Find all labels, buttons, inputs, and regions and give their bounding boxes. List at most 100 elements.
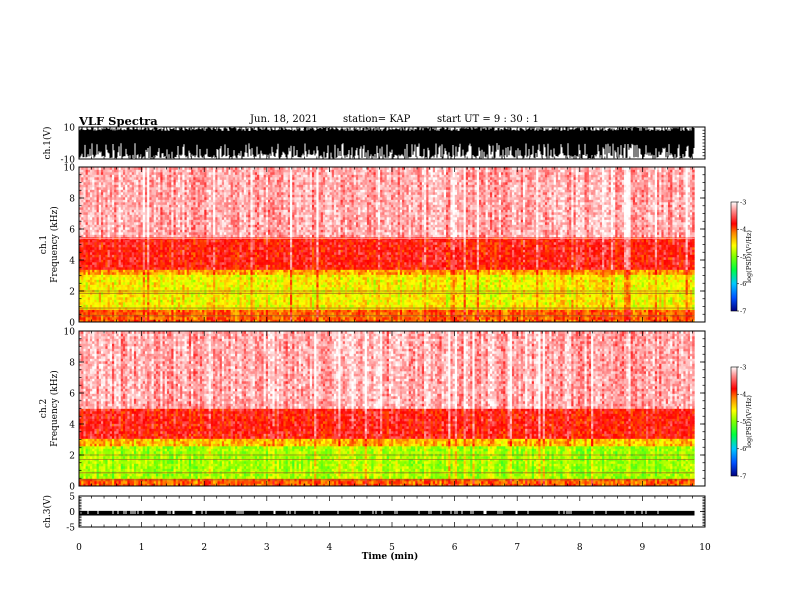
spectrogram-cell: [316, 310, 319, 313]
spectrogram-cell: [224, 317, 227, 320]
spectrogram-cell: [428, 317, 431, 320]
spectrogram-cell: [206, 310, 209, 313]
spectrogram-cell: [341, 312, 344, 315]
spectrogram-cell: [382, 310, 385, 313]
spectrogram-cell: [558, 310, 561, 313]
spectrogram-cell: [325, 310, 328, 313]
spectrogram-cell: [508, 310, 511, 313]
spectrogram-cell: [426, 312, 429, 315]
spectrogram-cell: [692, 312, 695, 315]
spectrogram-cell: [448, 312, 451, 315]
spectrogram-cell: [573, 317, 576, 320]
spectrogram-cell: [189, 310, 192, 313]
spectrogram-cell: [174, 317, 177, 320]
spectrogram-cell: [270, 312, 273, 315]
spectrogram-cell: [486, 312, 489, 315]
spectrogram-cell: [92, 317, 95, 320]
spectrogram-cell: [519, 312, 522, 315]
spectrogram-cell: [110, 312, 113, 315]
spectrogram-cell: [587, 310, 590, 313]
spectrogram-cell: [347, 310, 350, 313]
spectrogram-cell: [470, 310, 473, 313]
spectrogram-cell: [222, 312, 225, 315]
spectrogram-cell: [191, 310, 194, 313]
spectrogram-cell: [450, 312, 453, 315]
spectrogram-cell: [347, 317, 350, 320]
spectrogram-cell: [266, 310, 269, 313]
spectrogram-cell: [180, 312, 183, 315]
spectrogram-cell: [184, 317, 187, 320]
spectrogram-cell: [446, 312, 449, 315]
spectrogram-cell: [86, 317, 89, 320]
spectrogram-cell: [543, 317, 546, 320]
spectrogram-cell: [149, 317, 152, 320]
spectrogram-cell: [220, 310, 223, 313]
spectrogram-cell: [626, 317, 629, 320]
spectrogram-cell: [428, 312, 431, 315]
spectrogram-cell: [211, 312, 214, 315]
spectrogram-cell: [217, 317, 220, 320]
spectrogram-cell: [248, 317, 251, 320]
spectrogram-cell: [239, 310, 242, 313]
spectrogram-cell: [152, 312, 155, 315]
spectrogram-cell: [428, 310, 431, 313]
spectrogram-cell: [277, 312, 280, 315]
spectrogram-cell: [477, 310, 480, 313]
spectrogram-cell: [136, 312, 139, 315]
spectrogram-cell: [534, 310, 537, 313]
spectrogram-cell: [591, 312, 594, 315]
spectrogram-cell: [301, 317, 304, 320]
spectrogram-cell: [314, 312, 317, 315]
spectrogram-cell: [112, 312, 115, 315]
spectrogram-cell: [415, 310, 418, 313]
spectrogram-cell: [178, 312, 181, 315]
spectrogram-cell: [690, 317, 693, 320]
spectrogram-cell: [233, 317, 236, 320]
spectrogram-cell: [563, 312, 566, 315]
spectrogram-cell: [648, 317, 651, 320]
spectrogram-cell: [393, 312, 396, 315]
spectrogram-cell: [657, 317, 660, 320]
spectrogram-cell: [633, 312, 636, 315]
spectrogram-cell: [90, 310, 93, 313]
spectrogram-cell: [497, 312, 500, 315]
spectrogram-cell: [464, 310, 467, 313]
spectrogram-cell: [279, 312, 282, 315]
spectrogram-cell: [101, 317, 104, 320]
spectrogram-cell: [303, 317, 306, 320]
spectrogram-cell: [670, 317, 673, 320]
spectrogram-cell: [116, 312, 119, 315]
spectrogram-cell: [200, 312, 203, 315]
spectrogram-cell: [446, 317, 449, 320]
spectrogram-cell: [637, 317, 640, 320]
spectrogram-cell: [426, 317, 429, 320]
spectrogram-cell: [631, 317, 634, 320]
spectrogram-cell: [435, 310, 438, 313]
spectrogram-cell: [492, 312, 495, 315]
spectrogram-cell: [330, 310, 333, 313]
spectrogram-cell: [514, 312, 517, 315]
spectrogram-cell: [213, 317, 216, 320]
spectrogram-cell: [444, 310, 447, 313]
spectrogram-cell: [112, 317, 115, 320]
spectrogram-cell: [661, 317, 664, 320]
spectrogram-cell: [310, 312, 313, 315]
spectrogram-cell: [437, 317, 440, 320]
spectrogram-cell: [620, 310, 623, 313]
spectrogram-cell: [510, 312, 513, 315]
spectrogram-cell: [435, 317, 438, 320]
spectrogram-cell: [294, 312, 297, 315]
spectrogram-cell: [86, 312, 89, 315]
spectrogram-cell: [119, 317, 122, 320]
spectrogram-cell: [569, 312, 572, 315]
spectrogram-cell: [167, 317, 170, 320]
spectrogram-cell: [437, 310, 440, 313]
spectrogram-cell: [257, 310, 260, 313]
spectrogram-cell: [99, 317, 102, 320]
spectrogram-cell: [677, 312, 680, 315]
spectrogram-cell: [88, 310, 91, 313]
spectrogram-cell: [598, 317, 601, 320]
spectrogram-cell: [237, 310, 240, 313]
spectrogram-cell: [600, 317, 603, 320]
spectrogram-cell: [409, 310, 412, 313]
